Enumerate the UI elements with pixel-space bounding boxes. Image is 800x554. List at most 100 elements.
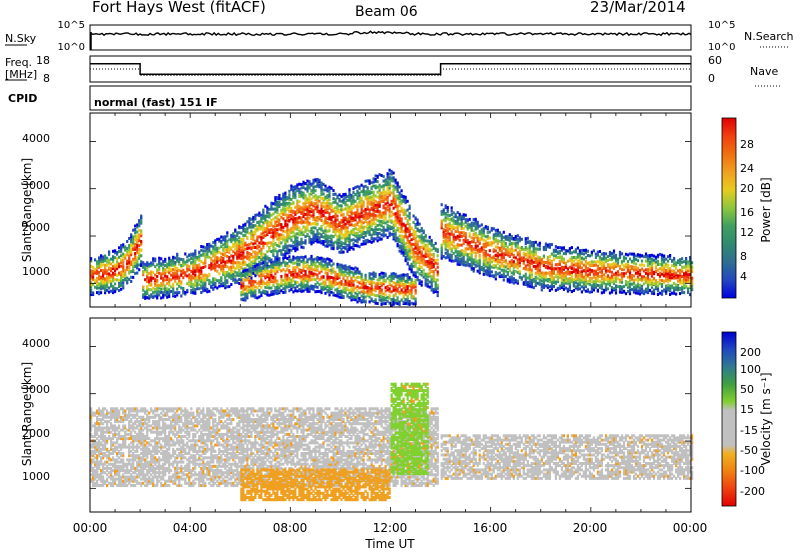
power-cell [480, 248, 483, 252]
power-cell [474, 244, 477, 248]
power-cell [254, 274, 257, 278]
power-cell [598, 255, 601, 259]
power-cell [280, 202, 283, 206]
power-cell [450, 249, 453, 253]
power-cell [644, 268, 648, 272]
power-cell [394, 234, 397, 238]
power-cell [162, 272, 165, 276]
power-cell [170, 263, 173, 267]
power-cell [536, 271, 539, 274]
power-cell [336, 225, 339, 229]
power-cell [176, 254, 179, 258]
power-cell [276, 232, 279, 235]
power-cell [254, 224, 257, 228]
power-cell [450, 242, 453, 246]
power-cell [538, 244, 541, 248]
power-cell [294, 286, 297, 290]
power-cell [640, 267, 644, 271]
power-cell [340, 247, 343, 251]
power-cell [272, 249, 275, 252]
power-cell [122, 265, 125, 269]
power-cell [216, 251, 219, 255]
power-cell [142, 263, 145, 267]
power-cell [126, 259, 129, 263]
power-cell [320, 213, 323, 217]
power-cell [288, 213, 291, 217]
power-cell [240, 286, 243, 290]
power-cell [156, 296, 159, 300]
power-cell [204, 288, 207, 292]
power-cell [608, 258, 612, 261]
power-cell [504, 259, 507, 263]
power-cell [286, 202, 289, 205]
power-cell [584, 275, 587, 279]
power-cell [312, 185, 315, 189]
power-cell [192, 283, 195, 287]
power-cell [400, 244, 403, 248]
power-cell [486, 237, 489, 241]
power-cell [316, 182, 319, 186]
power-cell [660, 272, 664, 276]
power-cell [396, 236, 399, 240]
power-cell [100, 285, 103, 289]
power-cell [308, 180, 311, 184]
power-cell [534, 265, 537, 269]
power-cell [386, 188, 389, 191]
power-cell [276, 284, 279, 288]
power-cell [556, 286, 559, 290]
power-cell [114, 251, 117, 255]
power-cell [330, 208, 333, 212]
power-cell [378, 216, 381, 220]
power-cell [644, 280, 648, 284]
power-cell [374, 232, 377, 236]
power-cell [174, 271, 177, 275]
power-cell [500, 250, 503, 253]
power-cell [312, 211, 315, 215]
power-cell [470, 221, 473, 225]
power-cell [212, 280, 215, 284]
power-cell [328, 185, 331, 189]
nsearch-tick-top: 10^5 [708, 20, 735, 31]
power-cell [206, 243, 209, 246]
power-cell [602, 281, 606, 285]
power-cell [412, 264, 415, 268]
power-cell [370, 195, 373, 199]
power-cell [652, 288, 656, 292]
power-cell [368, 181, 371, 185]
power-cell [258, 235, 261, 239]
power-cell [592, 288, 595, 292]
power-cell [252, 215, 255, 219]
power-cell [378, 197, 381, 201]
power-cell [136, 241, 139, 244]
power-cell [210, 250, 213, 254]
power-cell [356, 205, 359, 209]
power-cell [236, 249, 239, 253]
power-cell [548, 254, 551, 258]
power-cell [256, 286, 259, 290]
power-cell [134, 224, 137, 228]
power-cell [216, 279, 219, 283]
cpid-panel-frame [89, 85, 692, 111]
power-cell [322, 188, 325, 192]
power-cell [494, 228, 497, 232]
power-cell [552, 271, 555, 275]
power-cell [258, 256, 261, 259]
power-cell [154, 287, 157, 291]
power-cell [530, 275, 533, 279]
power-cell [428, 247, 431, 251]
power-cell [404, 257, 407, 261]
power-cell [242, 256, 245, 260]
power-cell [498, 266, 501, 270]
power-cell [590, 269, 593, 273]
power-cell [166, 262, 169, 266]
power-cell [484, 252, 487, 256]
power-cell [542, 286, 545, 289]
power-cell [138, 228, 141, 232]
power-cell [506, 251, 509, 255]
power-cell [534, 261, 537, 265]
power-cell [294, 269, 297, 273]
power-cell [673, 256, 676, 260]
power-cell [122, 273, 125, 277]
power-cell [354, 223, 357, 227]
power-cell [284, 269, 287, 273]
